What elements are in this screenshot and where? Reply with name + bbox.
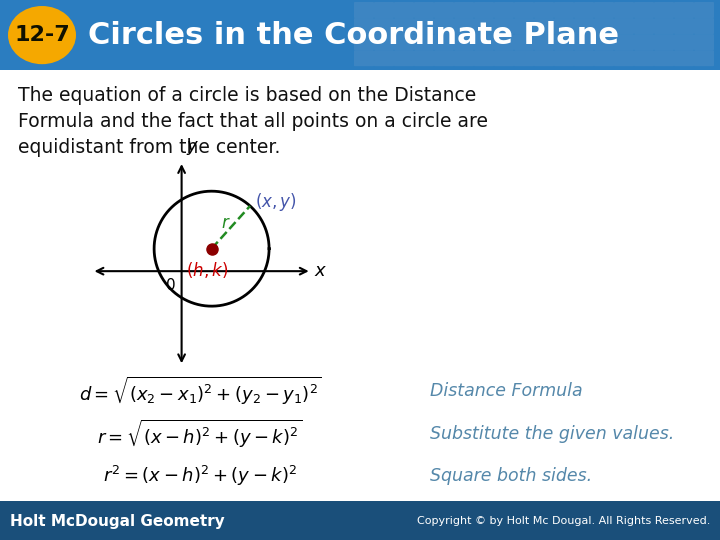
FancyBboxPatch shape <box>414 2 434 18</box>
Text: $0$: $0$ <box>165 277 176 293</box>
FancyBboxPatch shape <box>354 2 374 18</box>
Text: Formula and the fact that all points on a circle are: Formula and the fact that all points on … <box>18 112 488 131</box>
FancyBboxPatch shape <box>654 2 674 18</box>
FancyBboxPatch shape <box>474 34 494 50</box>
FancyBboxPatch shape <box>594 34 614 50</box>
FancyBboxPatch shape <box>654 18 674 34</box>
FancyBboxPatch shape <box>414 18 434 34</box>
FancyBboxPatch shape <box>514 2 534 18</box>
FancyBboxPatch shape <box>494 34 514 50</box>
FancyBboxPatch shape <box>394 2 414 18</box>
FancyBboxPatch shape <box>674 2 694 18</box>
FancyBboxPatch shape <box>434 50 454 66</box>
FancyBboxPatch shape <box>574 18 594 34</box>
FancyBboxPatch shape <box>474 2 494 18</box>
FancyBboxPatch shape <box>694 18 714 34</box>
Text: Substitute the given values.: Substitute the given values. <box>430 425 674 443</box>
Text: $r^2 = (x - h)^2 + (y - k)^2$: $r^2 = (x - h)^2 + (y - k)^2$ <box>103 464 297 488</box>
FancyBboxPatch shape <box>474 50 494 66</box>
FancyBboxPatch shape <box>594 18 614 34</box>
FancyBboxPatch shape <box>494 50 514 66</box>
Text: $(h, k)$: $(h, k)$ <box>186 260 229 280</box>
Text: $r = \sqrt{(x - h)^2 + (y - k)^2}$: $r = \sqrt{(x - h)^2 + (y - k)^2}$ <box>97 418 302 450</box>
FancyBboxPatch shape <box>374 2 394 18</box>
FancyBboxPatch shape <box>574 50 594 66</box>
Text: Circles in the Coordinate Plane: Circles in the Coordinate Plane <box>88 21 619 50</box>
FancyBboxPatch shape <box>594 50 614 66</box>
FancyBboxPatch shape <box>694 34 714 50</box>
Text: Holt McDougal Geometry: Holt McDougal Geometry <box>10 514 225 529</box>
FancyBboxPatch shape <box>434 34 454 50</box>
Ellipse shape <box>8 6 76 64</box>
FancyBboxPatch shape <box>494 18 514 34</box>
FancyBboxPatch shape <box>514 18 534 34</box>
FancyBboxPatch shape <box>534 2 554 18</box>
FancyBboxPatch shape <box>634 2 654 18</box>
FancyBboxPatch shape <box>454 34 474 50</box>
FancyBboxPatch shape <box>434 2 454 18</box>
FancyBboxPatch shape <box>414 34 434 50</box>
FancyBboxPatch shape <box>674 18 694 34</box>
FancyBboxPatch shape <box>354 18 374 34</box>
FancyBboxPatch shape <box>494 2 514 18</box>
Text: Copyright © by Holt Mc Dougal. All Rights Reserved.: Copyright © by Holt Mc Dougal. All Right… <box>417 516 710 526</box>
FancyBboxPatch shape <box>454 18 474 34</box>
FancyBboxPatch shape <box>354 34 374 50</box>
FancyBboxPatch shape <box>574 2 594 18</box>
FancyBboxPatch shape <box>534 34 554 50</box>
Text: $x$: $x$ <box>314 262 328 280</box>
FancyBboxPatch shape <box>414 50 434 66</box>
FancyBboxPatch shape <box>634 18 654 34</box>
FancyBboxPatch shape <box>514 50 534 66</box>
FancyBboxPatch shape <box>674 50 694 66</box>
FancyBboxPatch shape <box>654 50 674 66</box>
FancyBboxPatch shape <box>654 34 674 50</box>
FancyBboxPatch shape <box>614 34 634 50</box>
FancyBboxPatch shape <box>354 50 374 66</box>
Text: $y$: $y$ <box>186 139 199 157</box>
FancyBboxPatch shape <box>614 50 634 66</box>
FancyBboxPatch shape <box>534 18 554 34</box>
FancyBboxPatch shape <box>574 34 594 50</box>
FancyBboxPatch shape <box>554 18 574 34</box>
FancyBboxPatch shape <box>534 50 554 66</box>
Text: Square both sides.: Square both sides. <box>430 467 592 485</box>
FancyBboxPatch shape <box>694 2 714 18</box>
FancyBboxPatch shape <box>394 34 414 50</box>
FancyBboxPatch shape <box>434 18 454 34</box>
Text: $d = \sqrt{(x_2 - x_1)^2 + (y_2 - y_1)^2}$: $d = \sqrt{(x_2 - x_1)^2 + (y_2 - y_1)^2… <box>78 375 321 407</box>
FancyBboxPatch shape <box>634 34 654 50</box>
FancyBboxPatch shape <box>694 50 714 66</box>
FancyBboxPatch shape <box>474 18 494 34</box>
FancyBboxPatch shape <box>454 2 474 18</box>
FancyBboxPatch shape <box>634 50 654 66</box>
Text: Distance Formula: Distance Formula <box>430 382 582 400</box>
FancyBboxPatch shape <box>614 18 634 34</box>
FancyBboxPatch shape <box>374 50 394 66</box>
Text: $(x, y)$: $(x, y)$ <box>255 191 297 213</box>
Text: equidistant from the center.: equidistant from the center. <box>18 138 280 157</box>
FancyBboxPatch shape <box>394 50 414 66</box>
FancyBboxPatch shape <box>554 2 574 18</box>
Text: 12-7: 12-7 <box>14 25 70 45</box>
FancyBboxPatch shape <box>514 34 534 50</box>
FancyBboxPatch shape <box>374 18 394 34</box>
FancyBboxPatch shape <box>554 50 574 66</box>
FancyBboxPatch shape <box>394 18 414 34</box>
Text: The equation of a circle is based on the Distance: The equation of a circle is based on the… <box>18 86 476 105</box>
FancyBboxPatch shape <box>374 34 394 50</box>
FancyBboxPatch shape <box>454 50 474 66</box>
FancyBboxPatch shape <box>554 34 574 50</box>
FancyBboxPatch shape <box>674 34 694 50</box>
FancyBboxPatch shape <box>614 2 634 18</box>
Text: $r$: $r$ <box>221 214 230 232</box>
FancyBboxPatch shape <box>594 2 614 18</box>
